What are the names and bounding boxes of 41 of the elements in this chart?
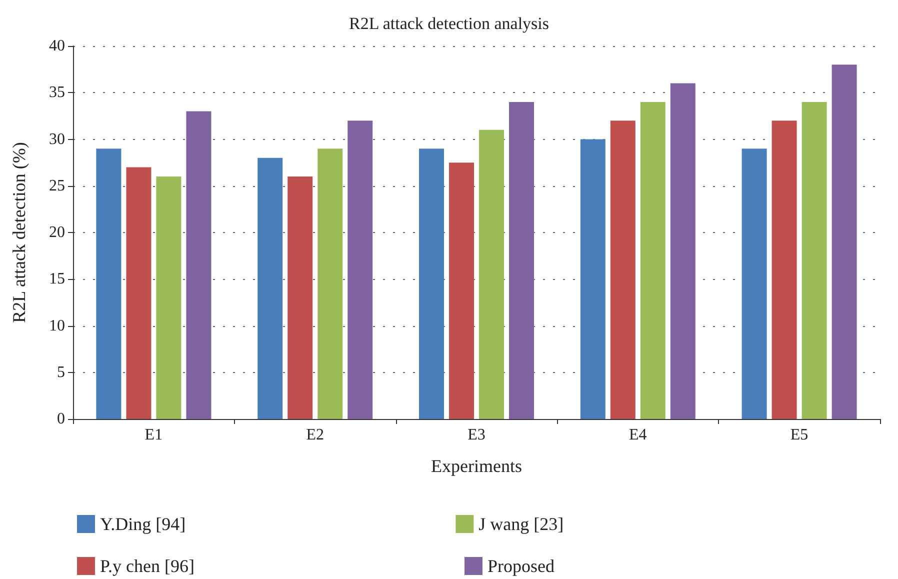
bar (802, 102, 827, 419)
x-tick-label: E3 (468, 426, 486, 444)
bar (348, 120, 373, 419)
y-tick-label: 10 (49, 317, 65, 334)
bar (772, 120, 797, 419)
x-tick-label: E5 (790, 426, 808, 444)
legend-label: P.y chen [96] (100, 556, 194, 576)
bar (742, 148, 767, 419)
bar (186, 111, 212, 419)
y-tick-label: 25 (49, 177, 65, 194)
bar (288, 176, 313, 419)
chart-title: R2L attack detection analysis (349, 14, 549, 33)
bar (610, 120, 636, 419)
bar (509, 102, 534, 419)
y-tick-label: 35 (49, 84, 65, 102)
x-tick-label: E4 (629, 426, 647, 444)
bar (580, 139, 606, 419)
y-tick-label: 0 (57, 410, 65, 428)
x-axis-title: Experiments (431, 456, 522, 476)
y-axis-title: R2L attack detection (%) (9, 142, 29, 323)
y-tick-label: 5 (57, 364, 65, 381)
bar (258, 158, 283, 419)
bar (640, 102, 666, 419)
legend-label: J wang [23] (478, 514, 564, 534)
bar (156, 176, 182, 419)
bar (832, 64, 857, 419)
y-tick-label: 20 (49, 224, 65, 241)
bar (318, 148, 343, 419)
y-tick-label: 40 (49, 38, 65, 54)
x-tick-label: E1 (144, 426, 163, 444)
y-tick-label: 15 (49, 270, 65, 288)
legend-label: Proposed (487, 556, 554, 576)
bar (670, 83, 696, 419)
bar (96, 148, 122, 419)
legend-label: Y.Ding [94] (100, 514, 186, 534)
x-tick-label: E2 (306, 426, 324, 444)
bar (479, 130, 504, 419)
bar (449, 162, 474, 419)
bar (126, 167, 152, 419)
y-tick-label: 30 (49, 130, 65, 148)
bar (419, 148, 444, 419)
